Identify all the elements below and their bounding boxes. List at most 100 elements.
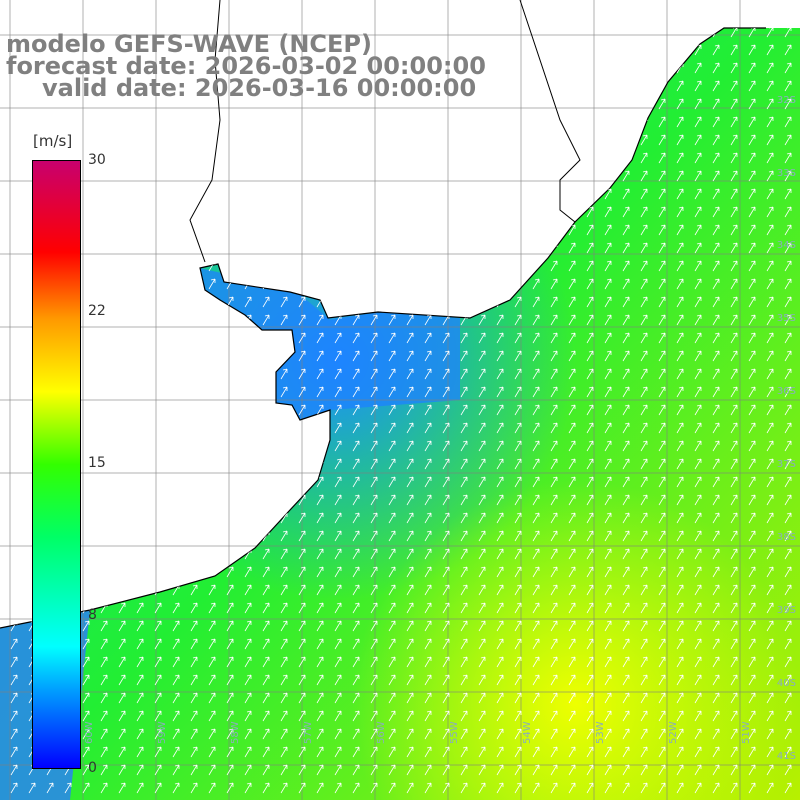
wind-arrow <box>694 170 702 182</box>
wind-arrow <box>280 458 288 470</box>
wind-arrow <box>172 350 180 362</box>
wind-arrow <box>100 206 108 218</box>
wind-arrow <box>442 458 450 470</box>
wind-arrow <box>442 350 450 362</box>
wind-arrow <box>784 80 792 92</box>
wind-arrow <box>748 440 756 452</box>
wind-arrow <box>586 170 594 182</box>
wind-arrow <box>82 206 90 218</box>
wind-arrow <box>712 368 720 380</box>
wind-arrow <box>694 314 702 326</box>
wind-arrow <box>730 350 738 362</box>
wind-arrow <box>622 512 630 524</box>
wind-arrow <box>190 296 198 308</box>
wind-arrow <box>604 224 612 236</box>
wind-arrow <box>208 782 216 794</box>
wind-arrow <box>352 386 360 398</box>
wind-arrow <box>460 386 468 398</box>
wind-arrow <box>658 548 666 560</box>
wind-arrow <box>604 260 612 272</box>
wind-arrow <box>10 188 18 200</box>
wind-arrow <box>676 98 684 110</box>
wind-arrow <box>568 386 576 398</box>
wind-arrow <box>604 134 612 146</box>
wind-arrow <box>496 152 504 164</box>
wind-arrow <box>514 206 522 218</box>
wind-arrow <box>82 350 90 362</box>
wind-arrow <box>658 296 666 308</box>
wind-arrow <box>10 170 18 182</box>
wind-arrow <box>514 44 522 56</box>
wind-arrow <box>244 494 252 506</box>
wind-arrow <box>262 350 270 362</box>
wind-arrow <box>10 656 18 668</box>
wind-arrow <box>190 638 198 650</box>
wind-arrow <box>514 422 522 434</box>
wind-arrow <box>208 332 216 344</box>
wind-arrow <box>298 584 306 596</box>
wind-arrow <box>694 260 702 272</box>
wind-arrow <box>622 44 630 56</box>
wind-arrow <box>118 530 126 542</box>
wind-arrow <box>406 782 414 794</box>
wind-arrow <box>316 224 324 236</box>
wind-arrow <box>190 134 198 146</box>
wind-arrow <box>748 422 756 434</box>
wind-arrow <box>694 584 702 596</box>
wind-arrow <box>766 440 774 452</box>
wind-arrow <box>190 710 198 722</box>
wind-arrow <box>658 386 666 398</box>
wind-arrow <box>712 530 720 542</box>
wind-arrow <box>352 260 360 272</box>
wind-arrow <box>424 584 432 596</box>
wind-arrow <box>82 728 90 740</box>
wind-arrow <box>460 494 468 506</box>
wind-arrow <box>784 476 792 488</box>
wind-arrow <box>442 440 450 452</box>
lon-label: 57W <box>303 721 314 744</box>
wind-arrow <box>406 440 414 452</box>
wind-arrow <box>658 566 666 578</box>
wind-arrow <box>280 116 288 128</box>
wind-arrow <box>622 440 630 452</box>
wind-arrow <box>424 710 432 722</box>
wind-arrow <box>514 656 522 668</box>
wind-arrow <box>694 476 702 488</box>
lon-label: 56W <box>376 721 387 744</box>
wind-arrow <box>118 512 126 524</box>
wind-arrow <box>118 386 126 398</box>
wind-arrow <box>676 548 684 560</box>
wind-arrow <box>424 404 432 416</box>
wind-arrow <box>622 530 630 542</box>
wind-arrow <box>406 116 414 128</box>
wind-arrow <box>442 566 450 578</box>
wind-arrow <box>136 332 144 344</box>
wind-arrow <box>694 188 702 200</box>
wind-arrow <box>262 224 270 236</box>
wind-arrow <box>388 206 396 218</box>
wind-arrow <box>532 170 540 182</box>
wind-arrow <box>389 9 395 19</box>
wind-arrow <box>334 512 342 524</box>
wind-arrow <box>550 332 558 344</box>
wind-arrow <box>658 764 666 776</box>
wind-arrow <box>550 224 558 236</box>
wind-arrow <box>622 350 630 362</box>
wind-arrow <box>496 278 504 290</box>
wind-arrow <box>568 548 576 560</box>
wind-arrow <box>550 764 558 776</box>
wind-arrow <box>298 692 306 704</box>
wind-arrow <box>766 224 774 236</box>
wind-arrow <box>172 764 180 776</box>
wind-arrow <box>730 728 738 740</box>
wind-arrow <box>136 656 144 668</box>
wind-arrow <box>496 656 504 668</box>
wind-arrow <box>568 278 576 290</box>
wind-arrow <box>604 584 612 596</box>
wind-arrow <box>82 386 90 398</box>
colorbar-tick-0: 0 <box>88 760 97 776</box>
wind-arrow <box>622 206 630 218</box>
wind-arrow <box>352 764 360 776</box>
wind-arrow <box>172 404 180 416</box>
wind-arrow <box>676 350 684 362</box>
